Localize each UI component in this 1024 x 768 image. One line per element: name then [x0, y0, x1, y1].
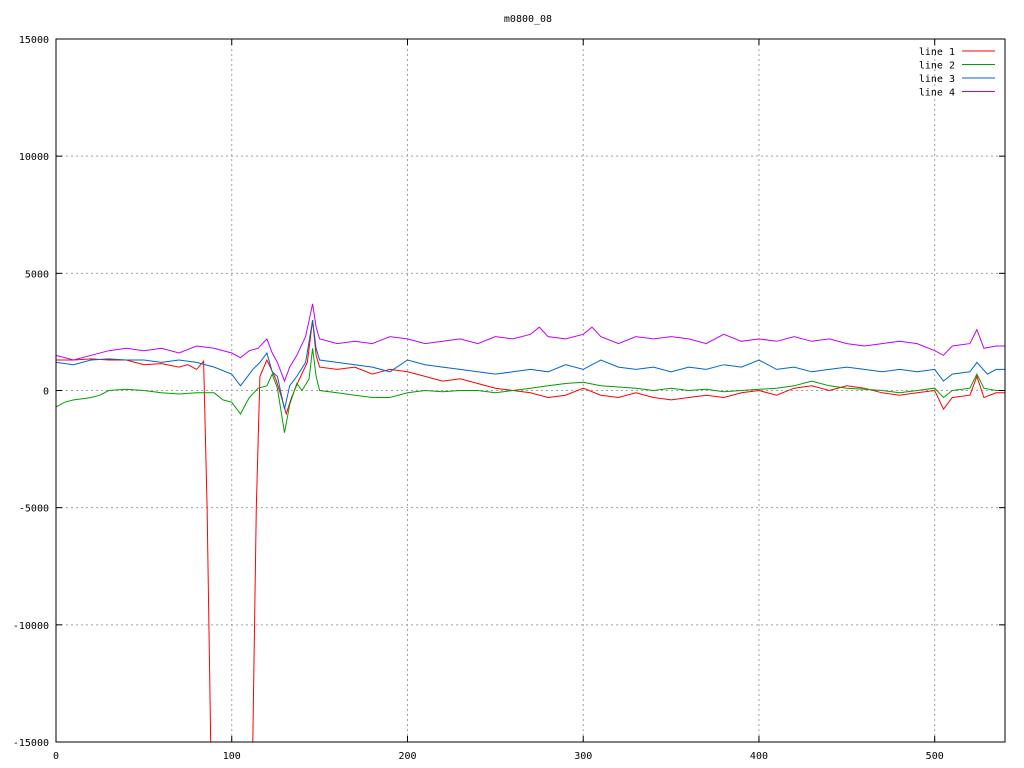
legend-label-1: line 1 [919, 47, 955, 58]
axis-ticks: 0 100 200 300 400 500 -15000 -10000 -5000 0 5000 10… [13, 35, 1005, 762]
y-tick-label: -10000 [13, 621, 49, 632]
plot-border [55, 38, 1006, 743]
chart-title: m0800_08 [504, 14, 552, 25]
series-line-4 [56, 303, 1005, 383]
legend: line 1 line 2 line 3 line 4 [919, 47, 995, 99]
x-tick-label: 500 [926, 751, 944, 762]
y-tick-label: -15000 [13, 738, 49, 749]
legend-label-3: line 3 [919, 74, 955, 85]
series-line-2 [56, 348, 1005, 433]
y-tick-label: 0 [43, 387, 49, 398]
series-line-3 [56, 320, 1005, 410]
y-tick-label: 15000 [19, 35, 49, 46]
x-tick-label: 100 [223, 751, 241, 762]
legend-label-2: line 2 [919, 61, 955, 72]
y-tick-label: 5000 [25, 269, 49, 280]
x-tick-label: 200 [398, 751, 416, 762]
y-tick-label: -5000 [19, 504, 49, 515]
series-line-1 [56, 320, 1005, 742]
y-tick-label: 10000 [19, 152, 49, 163]
x-tick-label: 400 [750, 751, 768, 762]
x-tick-label: 300 [574, 751, 592, 762]
series-group [56, 303, 1005, 742]
x-tick-label: 0 [53, 751, 59, 762]
legend-label-4: line 4 [919, 88, 955, 99]
